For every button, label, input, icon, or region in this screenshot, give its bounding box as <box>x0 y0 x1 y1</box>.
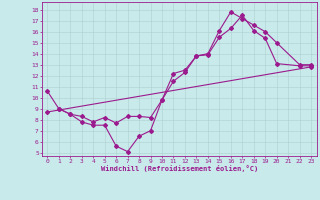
X-axis label: Windchill (Refroidissement éolien,°C): Windchill (Refroidissement éolien,°C) <box>100 165 258 172</box>
